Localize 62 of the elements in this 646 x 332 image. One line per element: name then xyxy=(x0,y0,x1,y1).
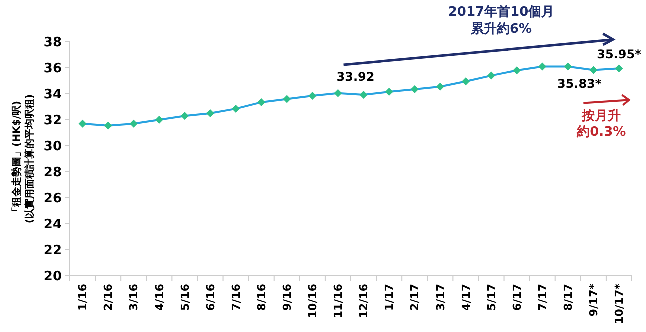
x-tick-label: 1/16 xyxy=(76,284,90,311)
point xyxy=(615,64,624,73)
x-tick-label: 5/16 xyxy=(178,284,192,311)
annotation: 約0.3% xyxy=(576,125,626,140)
point xyxy=(180,112,189,120)
x-tick-label: 2/17 xyxy=(408,284,422,311)
x-tick-label: 4/16 xyxy=(153,284,166,311)
point xyxy=(360,91,368,100)
x-tick-label: 3/17 xyxy=(434,284,448,311)
point xyxy=(283,95,292,104)
x-tick-label: 9/16 xyxy=(280,284,294,311)
point xyxy=(308,92,317,100)
y-tick-label: 34 xyxy=(44,88,62,103)
text: 2017年首10個月 xyxy=(448,5,555,20)
y-tick-label: 36 xyxy=(44,62,62,77)
y-tick-label: 28 xyxy=(44,166,62,181)
y-tick-label: 26 xyxy=(44,192,62,207)
y-tick-label: 20 xyxy=(44,270,62,285)
point xyxy=(155,116,164,124)
text: 累升約6% xyxy=(470,21,532,37)
data-label: 35.83* xyxy=(557,77,602,92)
x-tick-label: 7/17 xyxy=(536,284,550,311)
x-tick-label: 10/16 xyxy=(306,284,320,319)
x-tick-label: 10/17* xyxy=(613,284,626,324)
point xyxy=(258,98,266,106)
point xyxy=(410,85,419,94)
point xyxy=(104,122,112,130)
x-tick-label: 9/17* xyxy=(588,284,601,317)
x-tick-label: 7/16 xyxy=(230,284,243,311)
point xyxy=(206,110,214,118)
x-tick-label: 6/16 xyxy=(204,284,218,311)
y-tick-label: 22 xyxy=(44,244,62,259)
y-tick-label: 30 xyxy=(44,140,62,155)
point xyxy=(385,88,394,96)
point xyxy=(488,72,496,80)
x-tick-label: 12/16 xyxy=(358,284,371,319)
y-tick-label: 24 xyxy=(44,218,62,233)
x-tick-label: 8/17 xyxy=(562,284,575,311)
x-tick-label: 8/16 xyxy=(255,284,268,311)
point xyxy=(232,104,240,113)
x-tick-label: 6/17 xyxy=(510,284,524,311)
point xyxy=(564,62,572,71)
point xyxy=(334,89,342,98)
data-label: 35.95* xyxy=(597,48,642,62)
point xyxy=(590,66,598,74)
y-axis-title: 「租金走勢圖」(HK$/呎) (以實用面積計算的平均呎租) xyxy=(11,94,36,224)
point xyxy=(538,62,547,71)
y-tick-label: 38 xyxy=(44,36,62,51)
y-tick-label: 32 xyxy=(44,114,62,129)
x-tick-label: 3/16 xyxy=(128,284,141,311)
point xyxy=(130,120,138,128)
x-tick-label: 11/16 xyxy=(332,284,346,319)
point xyxy=(436,82,444,91)
annotation: 按月升 xyxy=(581,108,622,124)
x-tick-label: 4/17 xyxy=(460,284,473,311)
x-tick-label: 5/17 xyxy=(485,284,498,311)
x-tick-label: 1/17 xyxy=(383,284,396,311)
x-tick-label: 2/16 xyxy=(102,284,116,311)
point xyxy=(513,66,522,75)
point xyxy=(462,78,470,86)
point xyxy=(78,120,87,128)
data-label: 33.92 xyxy=(336,70,375,84)
